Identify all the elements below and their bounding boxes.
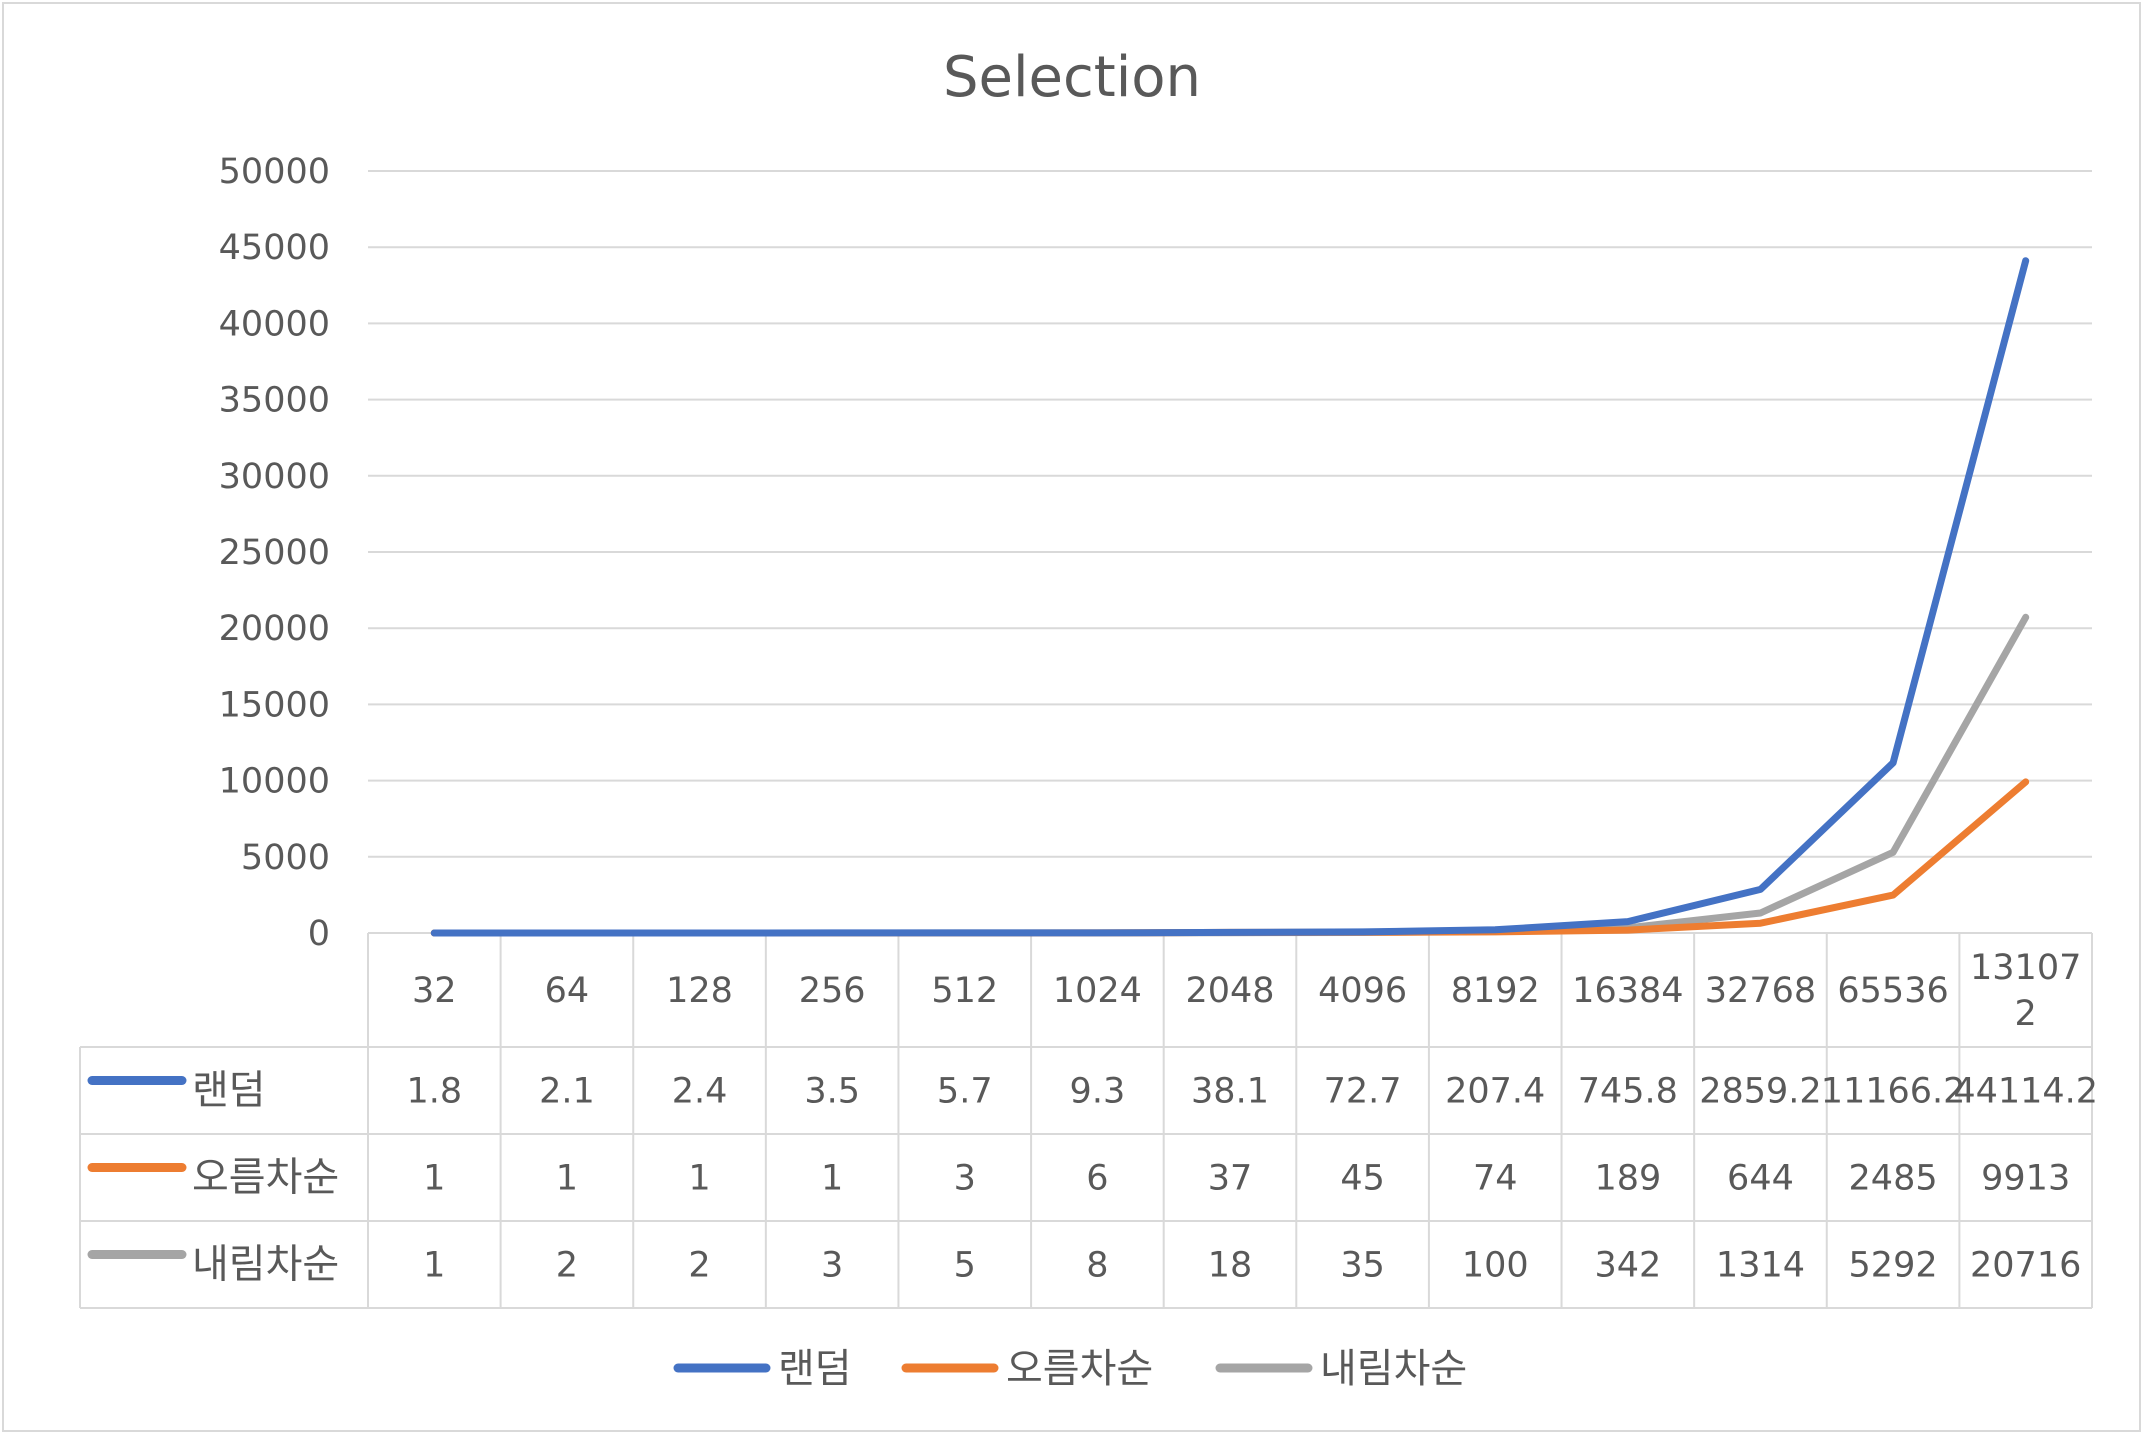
series-lines — [430, 257, 2030, 937]
category-label: 8192 — [1451, 971, 1540, 1011]
table-cell-value: 35 — [1340, 1246, 1385, 1286]
series-line-1 — [430, 257, 2030, 937]
table-cell-value: 18 — [1208, 1246, 1253, 1286]
legend-label: 오름차순 — [1006, 1346, 1153, 1392]
category-label: 13107 — [1970, 948, 2081, 988]
table-cell-value: 9.3 — [1070, 1072, 1126, 1112]
table-cell-value: 72.7 — [1324, 1072, 1402, 1112]
y-tick-label: 40000 — [219, 304, 330, 344]
table-cell-value: 44114.2 — [1953, 1072, 2098, 1112]
table-cell-value: 100 — [1462, 1246, 1529, 1286]
legend-label: 내림차순 — [1320, 1346, 1467, 1392]
table-cell-value: 1 — [423, 1246, 445, 1286]
y-tick-label: 25000 — [219, 533, 330, 573]
table-series-name: 내림차순 — [192, 1242, 339, 1288]
table-cell-value: 342 — [1594, 1246, 1661, 1286]
table-cell-value: 1.8 — [406, 1072, 462, 1112]
table-series-name: 오름차순 — [192, 1155, 339, 1201]
table-cell-value: 745.8 — [1578, 1072, 1678, 1112]
y-tick-label: 15000 — [219, 685, 330, 725]
category-label: 4096 — [1318, 971, 1407, 1011]
category-label: 256 — [799, 971, 866, 1011]
table-cell-value: 1 — [821, 1159, 843, 1199]
category-label: 128 — [666, 971, 733, 1011]
y-tick-label: 45000 — [219, 228, 330, 268]
y-tick-label: 5000 — [241, 838, 330, 878]
table-cell-value: 74 — [1473, 1159, 1518, 1199]
table-cell-value: 3 — [821, 1246, 843, 1286]
category-label: 2 — [2015, 994, 2037, 1034]
y-tick-label: 50000 — [219, 152, 330, 192]
table-cell-value: 20716 — [1970, 1246, 2081, 1286]
category-label: 512 — [931, 971, 998, 1011]
table-cell-value: 2859.2 — [1699, 1072, 1821, 1112]
table-cell-value: 3 — [954, 1159, 976, 1199]
table-cell-value: 3.5 — [804, 1072, 860, 1112]
table-cell-value: 1 — [688, 1159, 710, 1199]
data-table: 32 64 128 256 512 1024 2048 4096 8192 16384 32768 6… — [79, 932, 2098, 1309]
y-axis-ticks: 0 5000 10000 15000 20000 25000 30000 35000 40000… — [219, 152, 330, 954]
table-cell-value: 37 — [1208, 1159, 1253, 1199]
table-cell-value: 6 — [1086, 1159, 1108, 1199]
table-cell-value: 5292 — [1849, 1246, 1938, 1286]
y-tick-label: 0 — [308, 914, 330, 954]
y-tick-label: 20000 — [219, 609, 330, 649]
chart-title: Selection — [943, 45, 1201, 110]
category-label: 65536 — [1837, 971, 1948, 1011]
y-tick-label: 35000 — [219, 381, 330, 421]
table-cell-value: 1 — [423, 1159, 445, 1199]
table-cell-value: 2.4 — [672, 1072, 728, 1112]
legend: 랜덤 오름차순 내림차순 — [673, 1346, 1467, 1392]
category-label: 1024 — [1053, 971, 1142, 1011]
table-cell-value: 2.1 — [539, 1072, 595, 1112]
y-tick-label: 10000 — [219, 762, 330, 802]
table-cell-value: 1314 — [1716, 1246, 1805, 1286]
category-label: 16384 — [1572, 971, 1683, 1011]
y-tick-label: 30000 — [219, 457, 330, 497]
table-cell-value: 38.1 — [1191, 1072, 1269, 1112]
category-label: 64 — [545, 971, 590, 1011]
series-line-3 — [430, 613, 2030, 937]
table-cell-value: 5.7 — [937, 1072, 993, 1112]
table-cell-value: 2 — [688, 1246, 710, 1286]
table-cell-value: 9913 — [1981, 1159, 2070, 1199]
table-cell-value: 5 — [954, 1246, 976, 1286]
table-cell-value: 2 — [556, 1246, 578, 1286]
table-cell-value: 207.4 — [1445, 1072, 1545, 1112]
category-label: 32 — [412, 971, 457, 1011]
gridlines — [368, 170, 2092, 858]
table-cell-value: 11166.2 — [1821, 1072, 1966, 1112]
table-cell-value: 2485 — [1849, 1159, 1938, 1199]
category-label: 2048 — [1185, 971, 1274, 1011]
table-series-name: 랜덤 — [192, 1068, 266, 1114]
legend-label: 랜덤 — [778, 1346, 852, 1392]
table-cell-value: 189 — [1594, 1159, 1661, 1199]
category-label: 32768 — [1705, 971, 1816, 1011]
table-cell-value: 1 — [556, 1159, 578, 1199]
table-cell-value: 45 — [1340, 1159, 1385, 1199]
table-cell-value: 644 — [1727, 1159, 1794, 1199]
table-cell-value: 8 — [1086, 1246, 1108, 1286]
